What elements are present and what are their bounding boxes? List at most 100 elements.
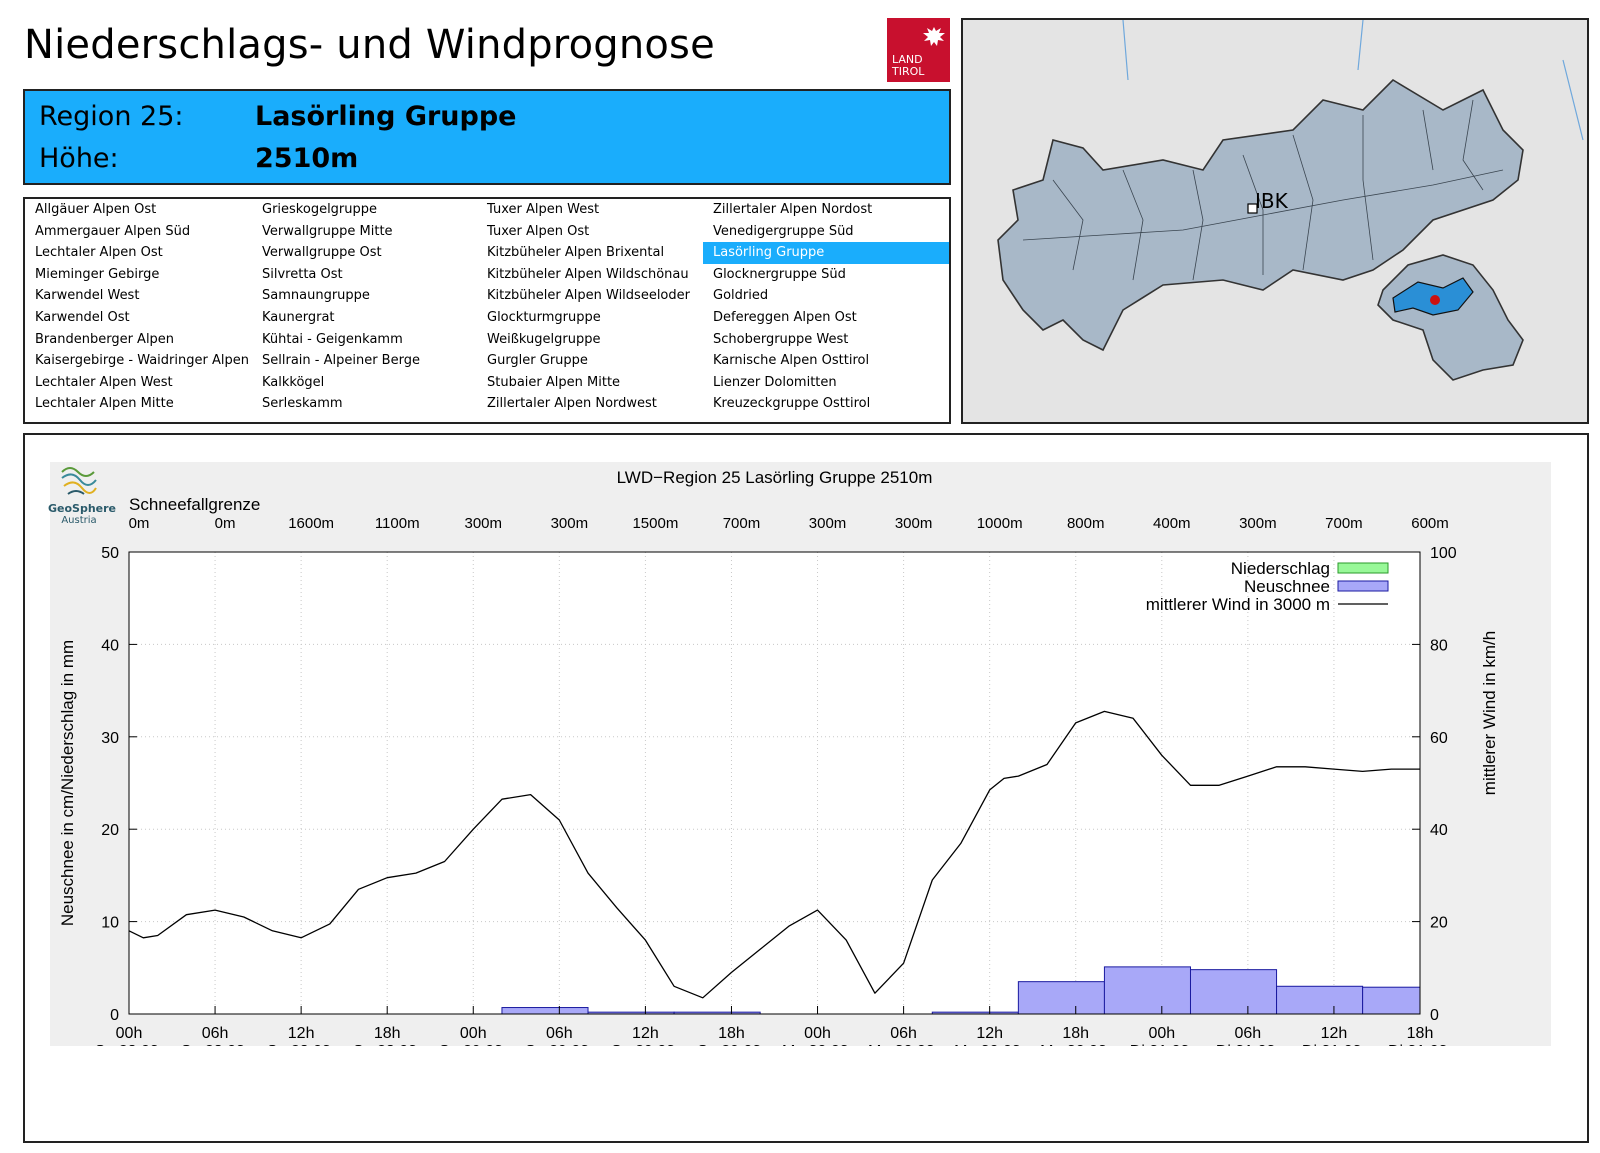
- x-tick-label-hour: 18h: [374, 1025, 401, 1042]
- region-list-item[interactable]: Kühtai - Geigenkamm: [262, 331, 403, 347]
- region-list-item[interactable]: Zillertaler Alpen Nordwest: [487, 396, 657, 412]
- snowline-value: 300m: [1239, 515, 1277, 532]
- x-tick-label-date: Mo,30.03.: [868, 1043, 939, 1046]
- legend-label: Neuschnee: [1244, 577, 1330, 596]
- region-list-item[interactable]: Defereggen Alpen Ost: [713, 310, 857, 325]
- x-tick-label-hour: 06h: [546, 1025, 573, 1042]
- chart-frame: [23, 433, 1589, 1143]
- snowline-value: 1100m: [375, 515, 420, 532]
- north-tirol-region-borders: [1022, 99, 1504, 281]
- region-list-item[interactable]: Venedigergruppe Süd: [713, 223, 854, 239]
- y-tick-label-left: 0: [110, 1007, 119, 1024]
- region-list-item[interactable]: Kaunergrat: [262, 310, 335, 325]
- snowline-value: 1000m: [977, 515, 1023, 532]
- region-list-item[interactable]: Verwallgruppe Ost: [262, 245, 382, 261]
- neuschnee-bar: [501, 1007, 589, 1015]
- region-list-item[interactable]: Brandenberger Alpen: [35, 331, 175, 347]
- neuschnee-bar: [1103, 966, 1191, 1015]
- y-tick-label-left: 40: [101, 637, 119, 654]
- snowline-value: 700m: [723, 515, 761, 532]
- legend-swatch: [1337, 580, 1389, 592]
- region-list-item[interactable]: Grieskogelgruppe: [262, 202, 378, 217]
- region-list-item[interactable]: Mieminger Gebirge: [35, 266, 160, 282]
- region-list-item[interactable]: Kalkkögel: [262, 374, 325, 390]
- region-info-box: Region 25: Lasörling Gruppe Höhe: 2510m: [23, 89, 951, 185]
- geosphere-name: GeoSphere: [48, 502, 117, 515]
- region-list-item[interactable]: Glockturmgruppe: [487, 310, 601, 325]
- y-tick-label-right: 0: [1430, 1007, 1439, 1024]
- neuschnee-bar: [1362, 986, 1421, 1015]
- city-marker-icon: [1247, 203, 1258, 214]
- region-list-item[interactable]: Schobergruppe West: [713, 331, 849, 347]
- region-list-item[interactable]: Kitzbüheler Alpen Wildschönau: [487, 266, 689, 282]
- neuschnee-bar: [1276, 985, 1364, 1015]
- x-tick-label-date: Mo,30.03.: [782, 1043, 853, 1046]
- forecast-chart: 0102030405002040608010000hSa,28.03.06hSa…: [50, 462, 1551, 1046]
- rivers: [1122, 20, 1584, 141]
- x-tick-label-date: So,29.03.: [525, 1043, 594, 1046]
- y-tick-label-right: 80: [1430, 637, 1448, 654]
- x-tick-label-date: Mo,30.03.: [1040, 1043, 1111, 1046]
- plot-border: [128, 551, 1421, 1015]
- x-tick-label-hour: 18h: [1407, 1025, 1434, 1042]
- region-list-item[interactable]: Lasörling Gruppe: [703, 242, 949, 265]
- region-list-item[interactable]: Tuxer Alpen West: [487, 202, 600, 217]
- region-list-item[interactable]: Lienzer Dolomitten: [713, 374, 837, 390]
- region-list-item[interactable]: Kitzbüheler Alpen Brixental: [487, 245, 665, 261]
- region-list-item[interactable]: Zillertaler Alpen Nordost: [713, 202, 873, 217]
- region-list-item[interactable]: Kaisergebirge - Waidringer Alpen: [35, 353, 249, 369]
- land-tirol-logo: LAND TIROL: [887, 18, 950, 82]
- region-list-item[interactable]: Serleskamm: [262, 396, 343, 412]
- legend-label: Niederschlag: [1231, 559, 1330, 578]
- x-tick-label-hour: 12h: [632, 1025, 659, 1042]
- y-tick-label-right: 20: [1430, 915, 1448, 932]
- region-list-item[interactable]: Lechtaler Alpen West: [35, 374, 173, 390]
- region-list-item[interactable]: Weißkugelgruppe: [487, 331, 601, 347]
- region-list-item[interactable]: Silvretta Ost: [262, 266, 343, 282]
- region-list-item[interactable]: Samnaungruppe: [262, 288, 370, 304]
- y-tick-label-right: 60: [1430, 730, 1448, 747]
- snowline-value: 300m: [551, 515, 589, 532]
- x-tick-label-date: Mo,30.03.: [954, 1043, 1025, 1046]
- geosphere-country: Austria: [61, 515, 97, 526]
- height-label: Höhe:: [39, 143, 119, 174]
- north-tirol-outline: [997, 78, 1524, 352]
- region-list-item[interactable]: Stubaier Alpen Mitte: [487, 374, 621, 390]
- snowline-label: Schneefallgrenze: [129, 495, 260, 514]
- y-axis-label-left: Neuschnee in cm/Niederschlag in mm: [58, 640, 77, 926]
- region-list-item[interactable]: Glocknergruppe Süd: [713, 266, 846, 282]
- region-map[interactable]: IBK: [961, 18, 1589, 424]
- logo-text-land: LAND: [892, 53, 923, 66]
- region-list-item[interactable]: Kreuzeckgruppe Osttirol: [713, 396, 871, 412]
- region-list-item[interactable]: Lechtaler Alpen Ost: [35, 245, 163, 261]
- logo-text-tirol: TIROL: [892, 65, 925, 78]
- snowline-value: 700m: [1325, 515, 1363, 532]
- x-tick-label-date: Di,31.03.: [1130, 1043, 1194, 1046]
- region-list-item[interactable]: Karwendel West: [35, 288, 140, 304]
- region-list-item[interactable]: Kitzbüheler Alpen Wildseeloder: [487, 288, 690, 304]
- x-tick-label-date: Sa,28.03.: [267, 1043, 336, 1046]
- region-list-item[interactable]: Allgäuer Alpen Ost: [35, 202, 157, 217]
- region-list-item[interactable]: Lechtaler Alpen Mitte: [35, 396, 174, 412]
- region-list-item[interactable]: Sellrain - Alpeiner Berge: [262, 353, 420, 369]
- x-tick-label-hour: 18h: [718, 1025, 745, 1042]
- region-list-item[interactable]: Karnische Alpen Osttirol: [713, 353, 870, 369]
- x-tick-label-hour: 06h: [202, 1025, 229, 1042]
- region-list: Allgäuer Alpen Ost Ammergauer Alpen Süd Le…: [23, 197, 951, 424]
- snowline-value: 800m: [1067, 515, 1105, 532]
- region-list-item[interactable]: Goldried: [713, 288, 769, 304]
- x-tick-label-date: Di,31.03.: [1388, 1043, 1452, 1046]
- region-list-item[interactable]: Ammergauer Alpen Süd: [35, 223, 191, 239]
- snowline-value: 300m: [465, 515, 503, 532]
- region-list-item[interactable]: Karwendel Ost: [35, 310, 130, 325]
- tirol-map-svg: IBK: [963, 20, 1587, 422]
- region-list-item[interactable]: Gurgler Gruppe: [487, 353, 588, 369]
- x-tick-label-date: Sa,28.03.: [181, 1043, 250, 1046]
- x-tick-label-hour: 00h: [116, 1025, 143, 1042]
- x-tick-label-hour: 00h: [1148, 1025, 1175, 1042]
- x-tick-label-hour: 00h: [460, 1025, 487, 1042]
- snowline-value: 300m: [809, 515, 847, 532]
- region-list-item[interactable]: Tuxer Alpen Ost: [487, 223, 590, 239]
- region-list-item[interactable]: Verwallgruppe Mitte: [262, 223, 393, 239]
- neuschnee-bar: [1017, 981, 1105, 1015]
